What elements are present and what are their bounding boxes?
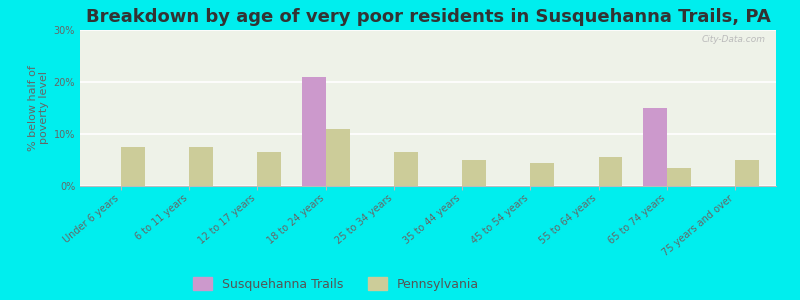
Bar [326,129,350,186]
Bar [189,147,213,186]
Bar [462,160,486,186]
Bar [643,108,667,186]
Title: Breakdown by age of very poor residents in Susquehanna Trails, PA: Breakdown by age of very poor residents … [86,8,770,26]
Text: City-Data.com: City-Data.com [702,35,766,44]
Bar [258,152,282,186]
Bar [735,160,759,186]
Bar [302,77,326,186]
Bar [667,168,690,186]
Bar [530,163,554,186]
Legend: Susquehanna Trails, Pennsylvania: Susquehanna Trails, Pennsylvania [193,277,479,291]
Bar [598,158,622,186]
Bar [394,152,418,186]
Bar [121,147,145,186]
Y-axis label: % below half of
poverty level: % below half of poverty level [28,65,50,151]
